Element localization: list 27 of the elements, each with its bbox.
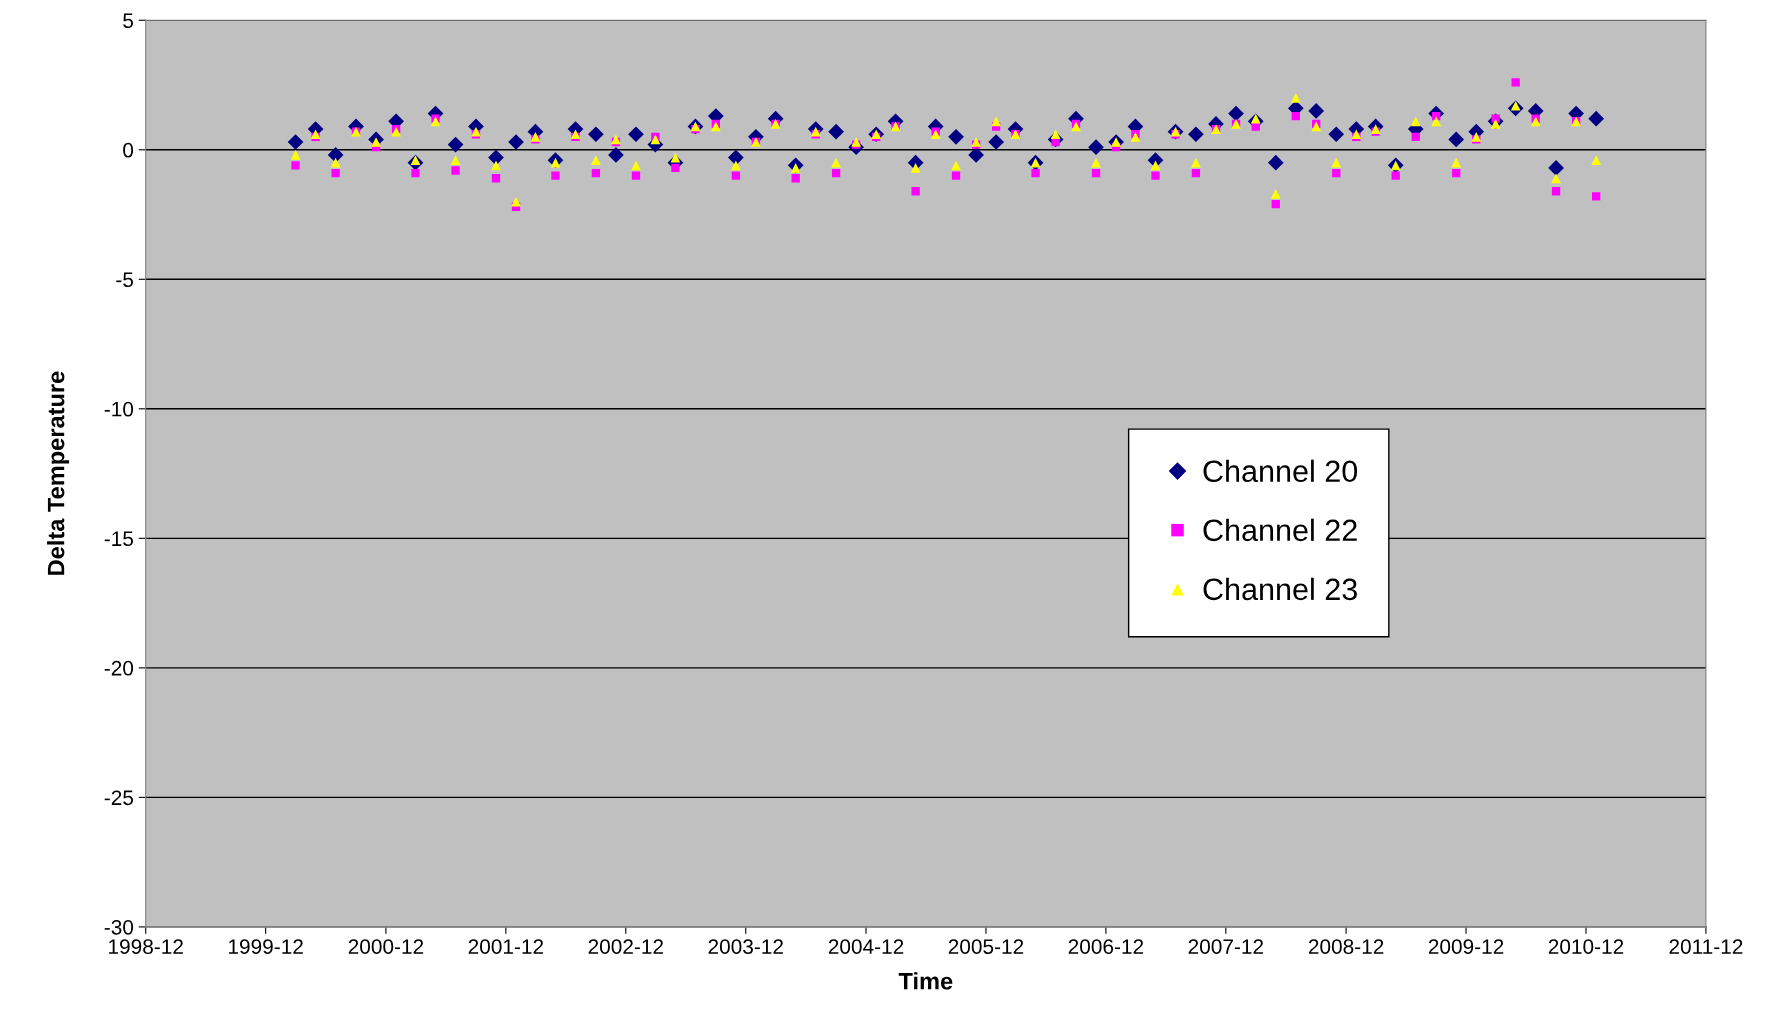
- x-tick-label: 2001-12: [468, 939, 544, 954]
- legend-label: Channel 22: [1203, 518, 1357, 542]
- x-tick-label: 2010-12: [1548, 939, 1624, 954]
- y-tick-label: -5: [116, 272, 134, 288]
- x-tick-label: 2006-12: [1068, 939, 1144, 954]
- x-tick-label: 2004-12: [828, 939, 904, 954]
- x-tick-label: 2009-12: [1428, 939, 1504, 954]
- x-tick-label: 2003-12: [708, 939, 783, 954]
- x-axis-title: Time: [898, 972, 953, 990]
- y-axis-title: Delta Temperature: [47, 371, 70, 575]
- y-tick-label: -15: [104, 531, 134, 547]
- x-tick-label: 2007-12: [1188, 939, 1264, 954]
- x-tick-label: 1999-12: [229, 939, 303, 954]
- y-tick-label: 0: [123, 142, 134, 158]
- legend-label: Channel 20: [1203, 459, 1358, 483]
- y-tick-label: 5: [123, 13, 134, 29]
- legend-label: Channel 23: [1203, 577, 1357, 601]
- x-tick-label: 2002-12: [588, 939, 663, 954]
- y-tick-label: -10: [104, 401, 134, 417]
- y-tick-label: -20: [104, 660, 134, 676]
- x-tick-label: 2008-12: [1308, 939, 1384, 954]
- y-tick-label: -25: [104, 790, 134, 806]
- x-tick-label: 2005-12: [948, 939, 1024, 954]
- x-tick-label: 2000-12: [348, 939, 424, 954]
- x-tick-label: 1998-12: [109, 939, 183, 954]
- x-tick-label: 2011-12: [1669, 939, 1743, 954]
- y-tick-label: -30: [104, 919, 134, 935]
